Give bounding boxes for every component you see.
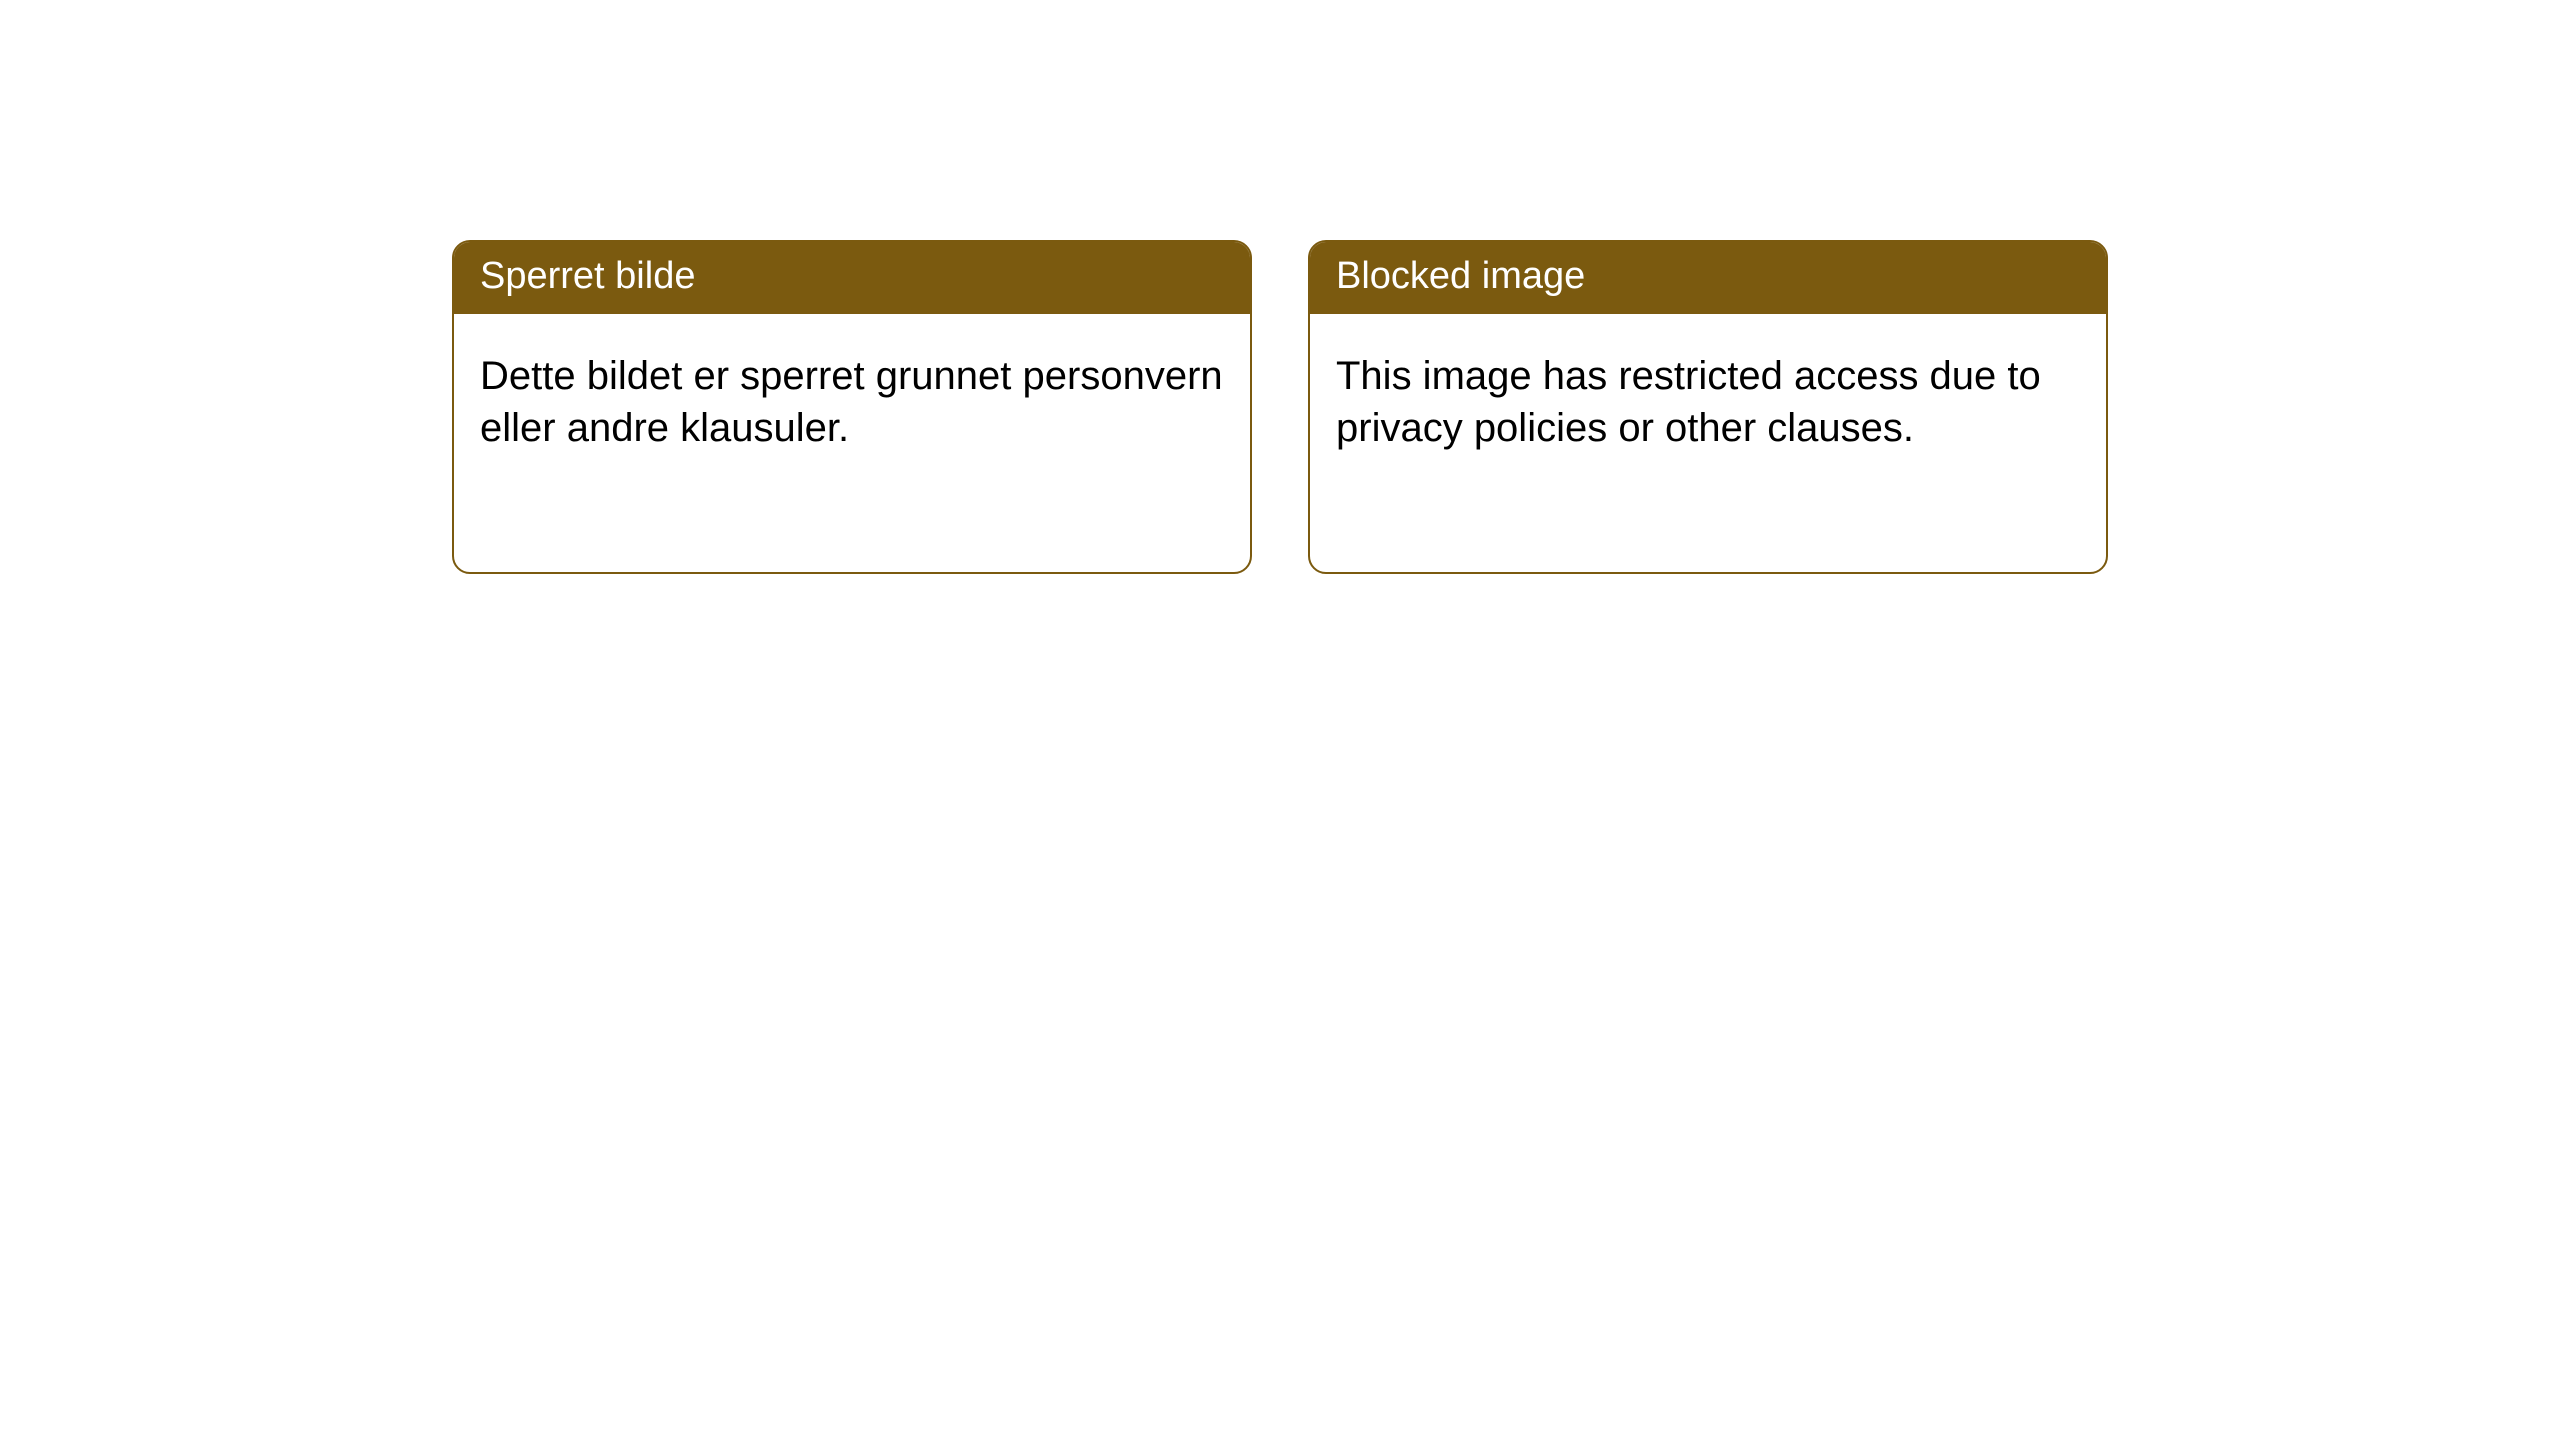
notice-card-english: Blocked image This image has restricted … [1308,240,2108,574]
notice-card-norwegian: Sperret bilde Dette bildet er sperret gr… [452,240,1252,574]
notice-cards-container: Sperret bilde Dette bildet er sperret gr… [452,240,2108,574]
notice-card-body: Dette bildet er sperret grunnet personve… [454,314,1250,480]
notice-card-header: Sperret bilde [454,242,1250,314]
notice-card-body: This image has restricted access due to … [1310,314,2106,480]
notice-card-header: Blocked image [1310,242,2106,314]
